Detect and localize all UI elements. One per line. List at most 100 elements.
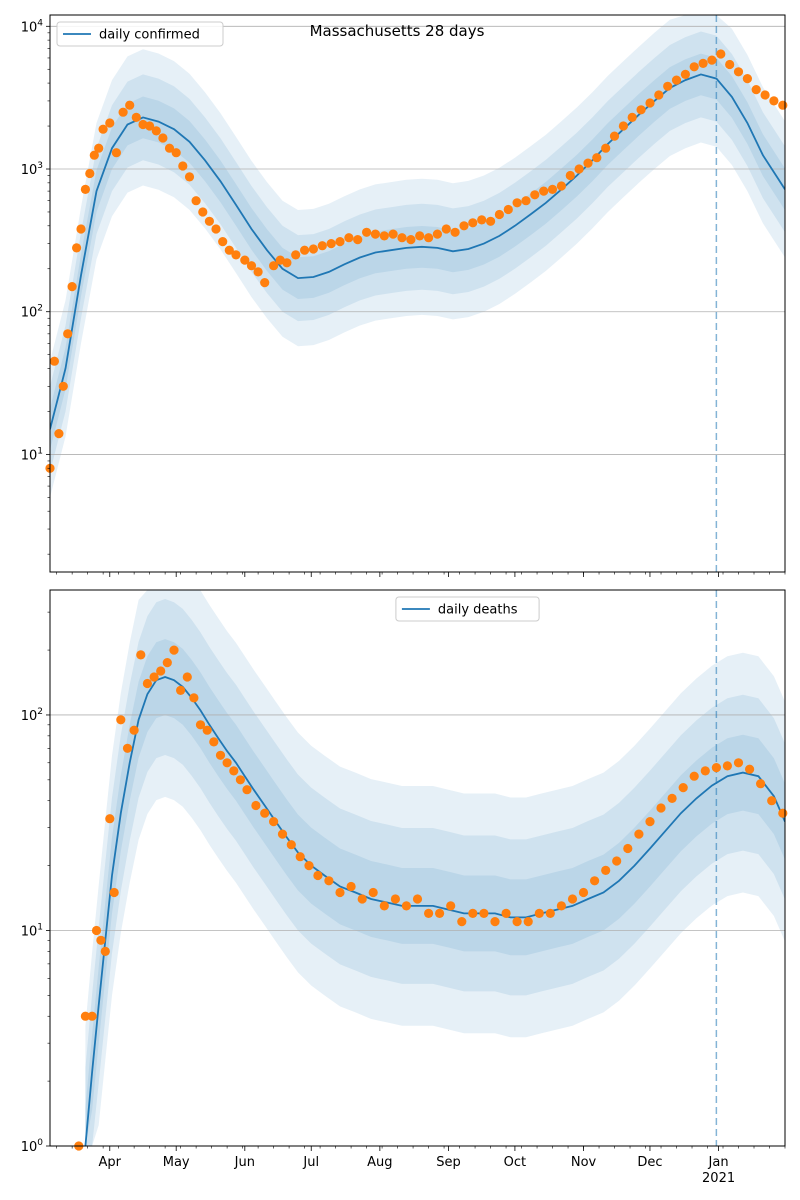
data-point [612, 856, 622, 866]
data-point [260, 278, 270, 288]
data-point [118, 107, 128, 117]
data-point [246, 261, 257, 271]
data-point [450, 227, 460, 237]
data-point [435, 908, 445, 919]
data-point [547, 184, 558, 194]
data-point [530, 190, 540, 200]
y-tick-label: 100 [21, 1138, 44, 1155]
data-point [667, 793, 677, 804]
data-point [122, 743, 133, 753]
data-point [424, 908, 434, 919]
data-point [54, 429, 64, 439]
data-point [368, 887, 378, 898]
data-point [406, 235, 416, 245]
data-point [390, 894, 400, 904]
x-tick-label: Oct [504, 1155, 526, 1170]
deaths-panel: 100 101 102 Apr May Jun Jul Aug Sep Oct Nov Dec Jan… [21, 589, 788, 1186]
data-point [125, 100, 135, 110]
data-point [457, 917, 467, 927]
data-point [379, 901, 389, 911]
data-point [468, 218, 478, 228]
x-axis-year-label: 2021 [702, 1171, 735, 1186]
deaths-legend: daily deaths [395, 596, 540, 622]
data-point [636, 105, 646, 115]
data-point [49, 356, 60, 366]
data-point [111, 148, 121, 158]
data-point [468, 908, 478, 919]
data-point [105, 814, 115, 824]
data-point [202, 725, 212, 735]
data-point [189, 693, 199, 703]
data-point [218, 237, 228, 247]
data-point [87, 1011, 97, 1021]
data-point [432, 229, 442, 239]
y-tick-label: 102 [21, 707, 43, 724]
data-point [198, 207, 208, 217]
x-tick-label: Sep [436, 1155, 461, 1170]
data-point [131, 112, 141, 122]
data-point [295, 852, 305, 862]
data-point [91, 925, 102, 936]
data-point [89, 150, 99, 160]
data-point [733, 67, 744, 77]
data-point [501, 908, 511, 919]
data-point [634, 829, 644, 839]
data-point [335, 237, 345, 247]
data-point [286, 840, 296, 850]
data-point [370, 229, 380, 239]
x-tick-label: Aug [367, 1155, 392, 1170]
data-point [300, 245, 310, 255]
data-point [151, 126, 161, 136]
data-point [142, 678, 152, 689]
data-point [609, 131, 620, 141]
data-point [742, 74, 753, 84]
data-point [401, 901, 411, 911]
data-point [251, 800, 261, 811]
data-point [700, 766, 710, 776]
band-middle [50, 31, 785, 473]
data-point [105, 118, 115, 128]
data-point [494, 209, 504, 220]
data-point [253, 267, 263, 277]
data-point [627, 112, 637, 122]
x-tick-label: Jul [302, 1155, 319, 1170]
data-point [722, 761, 733, 771]
data-point [116, 715, 126, 725]
chart-title: Massachusetts 28 days [310, 22, 485, 40]
data-point [129, 725, 139, 735]
data-point [182, 672, 192, 682]
data-point [291, 250, 301, 260]
band-inner [50, 53, 785, 451]
x-tick-label: Jun [234, 1155, 255, 1170]
deaths-y-ticks: 100 101 102 [21, 611, 50, 1155]
deaths-line [84, 676, 785, 1146]
data-point [459, 221, 469, 231]
data-point [98, 124, 108, 134]
data-point [109, 887, 119, 898]
deaths-x-ticks: Apr May Jun Jul Aug Sep Oct Nov Dec Jan [56, 1146, 786, 1170]
band-middle [85, 599, 785, 1146]
data-point [96, 935, 106, 945]
confirmed-legend: daily confirmed [56, 21, 224, 47]
data-point [242, 785, 252, 795]
data-point [240, 255, 250, 265]
data-point [680, 69, 691, 79]
data-point [324, 876, 334, 886]
data-point [778, 100, 788, 110]
data-point [654, 90, 664, 100]
data-point [304, 861, 314, 871]
data-point [191, 196, 201, 206]
data-point [760, 90, 770, 100]
data-point [424, 233, 434, 243]
y-tick-label: 102 [21, 304, 43, 321]
data-point [601, 865, 611, 876]
x-tick-label: Dec [637, 1155, 662, 1170]
data-point [689, 62, 699, 72]
data-point [72, 243, 82, 253]
data-point [346, 881, 356, 892]
data-point [335, 887, 345, 898]
data-point [486, 216, 496, 226]
data-point [158, 133, 168, 143]
data-point [215, 750, 226, 760]
data-point [85, 168, 95, 179]
